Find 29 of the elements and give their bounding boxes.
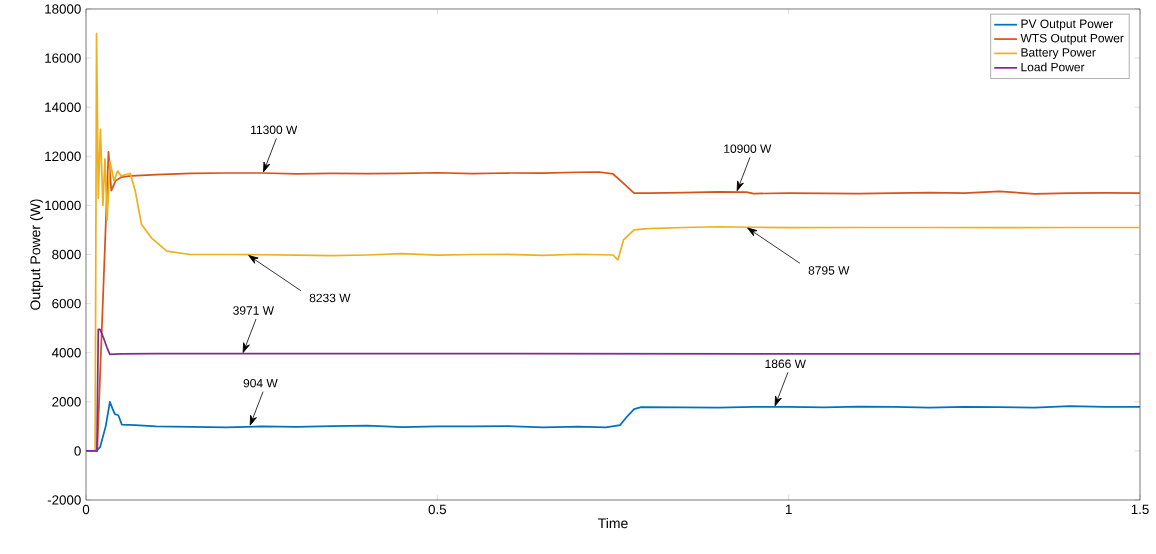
y-tick-label: 10000 <box>45 200 81 211</box>
annotation: 11300 W <box>251 125 298 135</box>
annotation: 3971 W <box>233 306 274 315</box>
legend-label: WTS Output Power <box>1020 33 1124 45</box>
y-tick-label: 16000 <box>45 53 81 63</box>
legend-label: Load Power <box>1021 62 1085 72</box>
annotation: 8233 W <box>309 293 351 303</box>
legend-label: Battery Power <box>1021 48 1096 60</box>
y-tick-label: 8000 <box>52 249 81 260</box>
x-tick-label: 1.5 <box>1131 504 1149 515</box>
y-axis-title: Output Power (W) <box>30 199 44 310</box>
y-tick-label: 12000 <box>45 151 81 162</box>
y-tick-label: -2000 <box>47 495 81 505</box>
y-tick-label: 18000 <box>45 4 81 14</box>
y-tick-label: 6000 <box>52 298 81 309</box>
x-tick-label: 0.5 <box>428 504 447 515</box>
legend-label: PV Output Power <box>1021 19 1114 31</box>
y-tick-label: 4000 <box>51 347 81 358</box>
x-axis-title: Time <box>598 517 628 529</box>
x-tick-label: 0 <box>82 504 90 515</box>
annotation: 8795 W <box>808 266 850 275</box>
annotation: 904 W <box>243 378 278 388</box>
x-tick-label: 1 <box>785 504 792 514</box>
annotation: 10900 W <box>724 144 772 153</box>
y-tick-label: 2000 <box>52 397 81 407</box>
annotation: 1866 W <box>765 359 806 369</box>
y-tick-label: 0 <box>74 446 81 456</box>
line-series <box>86 328 1141 452</box>
y-tick-label: 14000 <box>45 102 81 112</box>
